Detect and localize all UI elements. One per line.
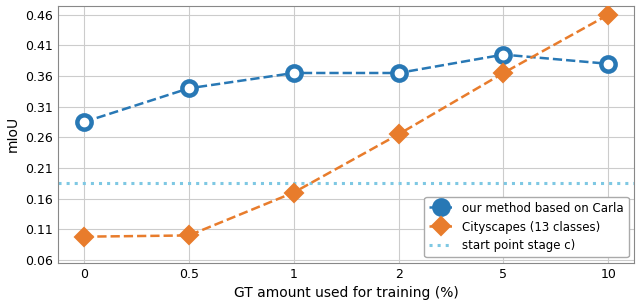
Cityscapes (13 classes) bbox=[604, 13, 612, 17]
our method based on Carla bbox=[290, 71, 298, 75]
Cityscapes (13 classes) bbox=[185, 233, 193, 237]
Cityscapes (13 classes) bbox=[395, 132, 403, 136]
Legend: our method based on Carla, Cityscapes (13 classes), start point stage c): our method based on Carla, Cityscapes (1… bbox=[424, 197, 628, 257]
start point stage c) bbox=[80, 181, 88, 185]
our method based on Carla bbox=[604, 62, 612, 65]
X-axis label: GT amount used for training (%): GT amount used for training (%) bbox=[234, 286, 458, 300]
Line: our method based on Carla: our method based on Carla bbox=[76, 46, 616, 130]
Cityscapes (13 classes) bbox=[290, 191, 298, 194]
our method based on Carla bbox=[80, 120, 88, 124]
Line: Cityscapes (13 classes): Cityscapes (13 classes) bbox=[78, 9, 614, 243]
our method based on Carla bbox=[395, 71, 403, 75]
start point stage c) bbox=[185, 181, 193, 185]
our method based on Carla bbox=[500, 53, 508, 56]
Cityscapes (13 classes) bbox=[80, 235, 88, 238]
Cityscapes (13 classes) bbox=[500, 71, 508, 75]
our method based on Carla bbox=[185, 87, 193, 90]
Y-axis label: mIoU: mIoU bbox=[6, 116, 20, 152]
